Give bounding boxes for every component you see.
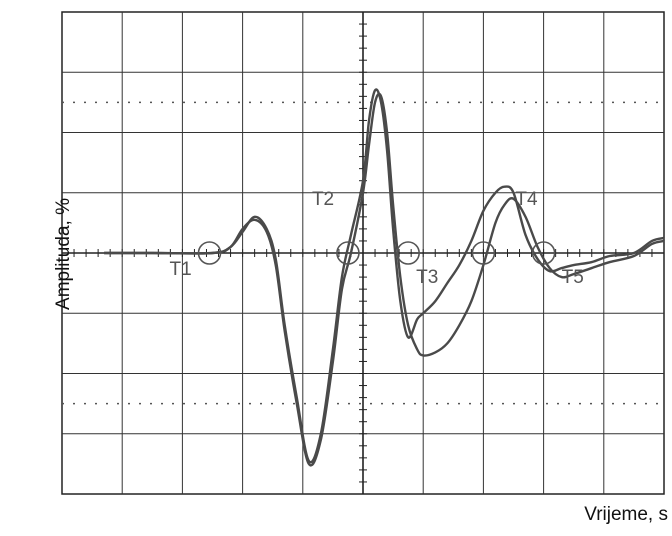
marker-circle-t4	[471, 241, 496, 265]
dotted-reference-lines	[62, 101, 664, 405]
marker-circle-t5	[531, 241, 556, 265]
marker-label-t3: T3	[416, 267, 438, 288]
marker-label-t5: T5	[562, 267, 584, 288]
y-axis-label: Amplituda, %	[52, 198, 74, 310]
marker-label-t1: T1	[169, 259, 191, 280]
marker-label-t4: T4	[515, 189, 538, 210]
marker-label-t2: T2	[312, 189, 334, 210]
markers: T1 T2 T3 T4 T5	[169, 189, 583, 288]
traces	[104, 88, 665, 467]
x-axis-label: Vrijeme, s	[584, 504, 668, 525]
marker-circle-t1	[197, 241, 222, 265]
trace-2	[104, 88, 665, 464]
marker-circle-t3	[396, 241, 420, 265]
marker-circle-t2	[336, 241, 360, 265]
